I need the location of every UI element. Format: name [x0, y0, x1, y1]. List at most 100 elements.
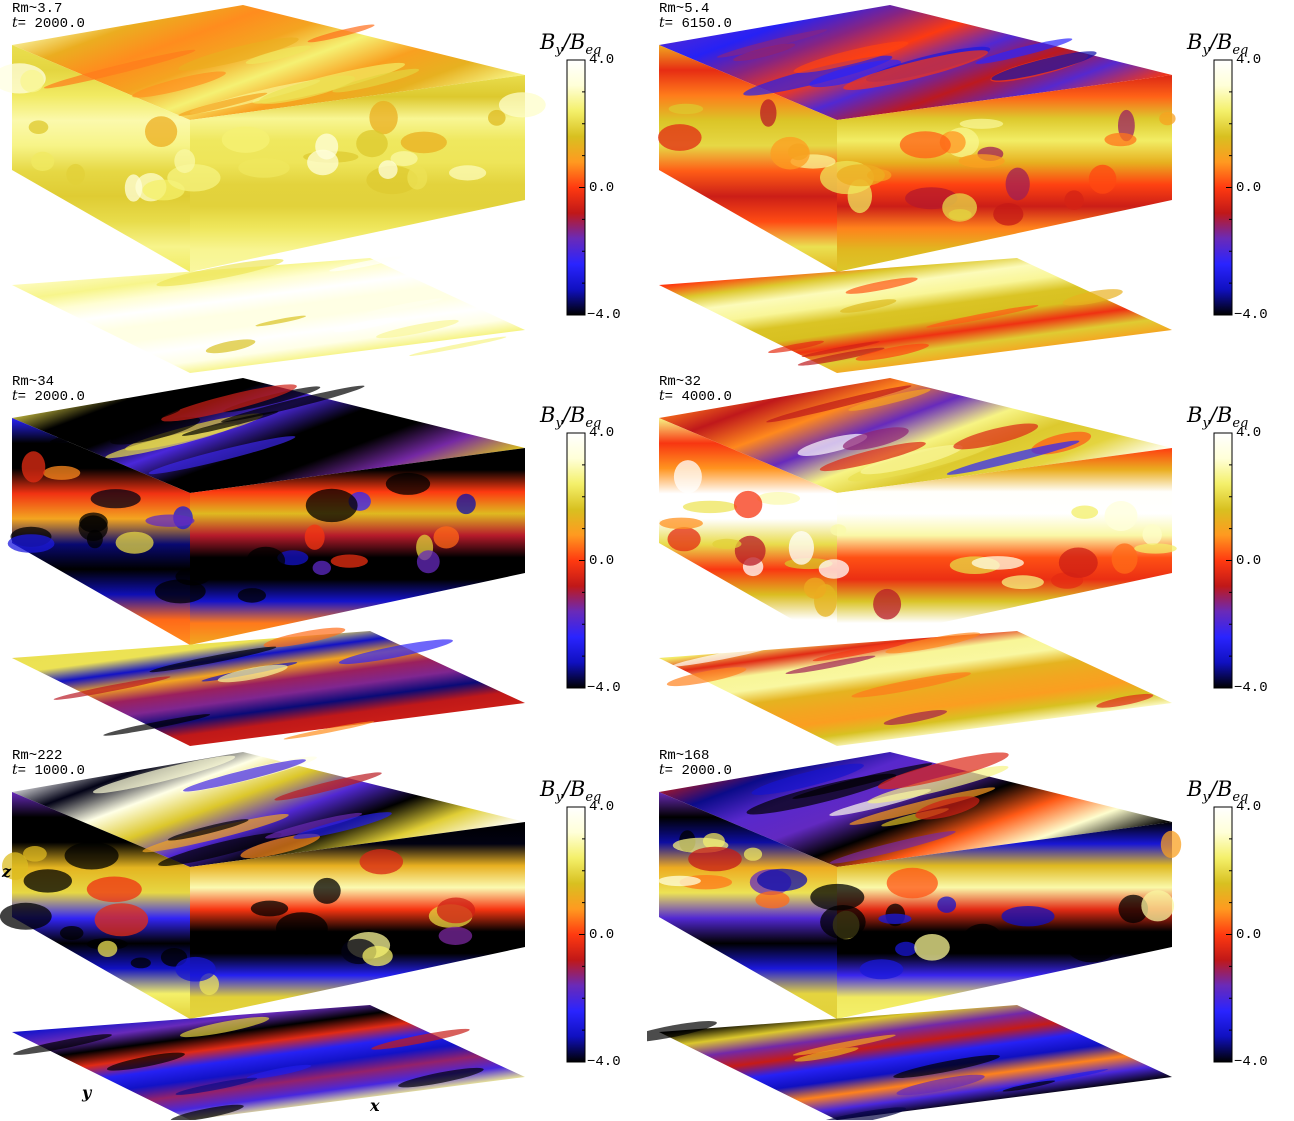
field-blob — [154, 579, 206, 604]
field-blob — [86, 876, 142, 903]
slice-streak — [801, 341, 880, 357]
field-streak — [819, 441, 926, 472]
field-streak — [867, 765, 1009, 804]
box-top-face — [12, 378, 525, 493]
time-symbol: t — [12, 762, 18, 778]
slice-streak — [175, 1077, 258, 1095]
field-streak — [142, 813, 289, 853]
slice-streak — [794, 1047, 859, 1062]
colorbar-title-part: /B — [1209, 777, 1233, 801]
field-streak — [975, 38, 1073, 64]
colorbar-max-label: 4.0 — [1236, 52, 1262, 68]
field-blob — [1134, 543, 1177, 554]
field-blob — [756, 492, 801, 505]
field-blob — [438, 926, 473, 945]
slice-streak — [1062, 289, 1123, 306]
colorbar-title-part: B — [540, 403, 556, 427]
colorbar-title-part: y — [1202, 790, 1210, 806]
box-right-face — [837, 448, 1172, 645]
field-blob — [895, 941, 917, 956]
slice-streak — [768, 340, 824, 354]
field-blob — [66, 163, 85, 185]
field-blob — [276, 912, 328, 945]
field-blob — [369, 100, 398, 135]
colorbar-min-label: −4.0 — [1234, 680, 1268, 696]
time-value: = 2000.0 — [664, 763, 732, 779]
slice-streak — [840, 299, 897, 313]
field-blob — [1088, 164, 1117, 194]
slice-streak — [672, 646, 772, 667]
slice-streak — [149, 646, 277, 673]
field-blob — [436, 897, 476, 924]
field-blob — [378, 160, 398, 180]
field-blob — [1067, 933, 1116, 963]
field-streak — [167, 819, 249, 841]
field-blob — [59, 926, 84, 940]
colorbar-mid-label: 0.0 — [589, 179, 615, 196]
slice-streak — [170, 1104, 244, 1120]
rm-label: Rm~5.4 — [659, 1, 710, 17]
colorbar-title-part: eq — [585, 790, 602, 806]
field-blob — [246, 546, 286, 575]
field-blob — [130, 957, 151, 969]
box-left-face — [12, 45, 190, 272]
field-blob — [788, 531, 814, 565]
field-streak — [181, 411, 279, 436]
field-blob — [1001, 575, 1044, 590]
axis-x-label: x — [370, 1096, 380, 1115]
slice-streak — [53, 676, 171, 700]
field-blob — [760, 99, 777, 127]
slice-streak — [792, 1034, 896, 1056]
colorbar-title: By/Beq — [1187, 30, 1248, 58]
colorbar-title-part: B — [540, 777, 556, 801]
field-blob — [145, 514, 195, 527]
colorbar-max-label: 4.0 — [1236, 799, 1262, 815]
field-blob — [305, 488, 358, 523]
field-blob — [23, 869, 72, 893]
colorbar-title-part: B — [1187, 403, 1203, 427]
colorbar-title-part: y — [555, 790, 563, 806]
field-blob — [1104, 132, 1137, 147]
field-blob — [359, 849, 404, 875]
field-blob — [304, 524, 325, 550]
bottom-slice — [12, 631, 525, 746]
field-blob — [1111, 543, 1138, 574]
simulation-render — [658, 5, 1233, 373]
time-label: t= 2000.0 — [12, 389, 85, 404]
time-symbol: t — [659, 388, 665, 404]
slice-streak — [217, 664, 288, 683]
field-blob — [993, 203, 1024, 226]
field-blob — [899, 131, 951, 159]
field-blob — [78, 515, 108, 541]
field-blob — [1058, 547, 1098, 578]
colorbar-title-part: eq — [585, 43, 602, 59]
colorbar-title-part: eq — [1232, 43, 1249, 59]
field-blob — [433, 526, 460, 549]
simulation-render — [7, 378, 586, 746]
field-blob — [221, 126, 270, 153]
slice-streak — [893, 1054, 1000, 1079]
field-blob — [803, 577, 827, 599]
colorbar-title-part: /B — [562, 30, 586, 54]
colorbar-mid-label: 0.0 — [589, 552, 615, 569]
panel-2: Rm~5.4 t= 6150.0 By/Beq 4.0 0.0 −4.0 — [647, 0, 1294, 373]
field-streak — [733, 43, 796, 62]
field-blob — [43, 465, 81, 480]
field-blob — [28, 120, 49, 134]
colorbar-title-part: eq — [1232, 416, 1249, 432]
field-streak — [265, 812, 363, 839]
box-right-face — [190, 822, 525, 1019]
field-streak — [766, 385, 912, 423]
slice-streak — [926, 305, 1039, 328]
field-blob — [1071, 505, 1099, 519]
field-streak — [991, 51, 1097, 81]
field-streak — [293, 812, 392, 839]
field-streak — [307, 24, 375, 43]
colorbar-title-part: eq — [1232, 790, 1249, 806]
slice-streak — [896, 1074, 985, 1096]
field-streak — [221, 385, 365, 423]
slice-streak — [205, 339, 256, 354]
field-blob — [330, 554, 368, 568]
slice-streak — [13, 1034, 112, 1055]
simulation-render — [647, 752, 1233, 1120]
